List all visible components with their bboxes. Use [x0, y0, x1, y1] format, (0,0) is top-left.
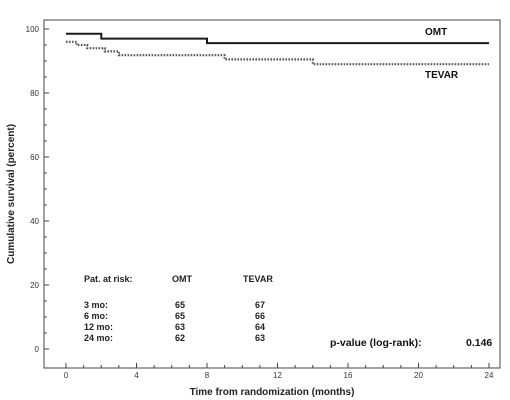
risk-row-label: 24 mo: — [84, 333, 113, 343]
risk-row-omt: 65 — [175, 311, 185, 321]
y-tick-label: 20 — [30, 281, 39, 290]
ticks: 0 20 40 60 80 100 0 4 8 12 16 20 24 — [26, 25, 494, 380]
risk-row-tevar: 63 — [255, 333, 265, 343]
y-axis-title: Cumulative survival (percent) — [6, 124, 17, 264]
x-tick-label: 8 — [205, 371, 210, 380]
risk-row-omt: 65 — [175, 300, 185, 310]
labels-group: Time from randomization (months) Cumulati… — [6, 27, 492, 398]
risk-header-label: Pat. at risk: — [84, 274, 133, 284]
x-tick-label: 12 — [273, 371, 282, 380]
x-tick-label: 20 — [414, 371, 423, 380]
series-label-omt: OMT — [425, 27, 447, 38]
risk-row-label: 6 mo: — [84, 311, 108, 321]
axes — [43, 19, 501, 369]
pvalue-value: 0.146 — [466, 337, 492, 349]
series-line-tevar — [66, 40, 489, 66]
x-tick-label: 4 — [134, 371, 139, 380]
series-group — [66, 32, 489, 66]
series-line-omt — [66, 32, 489, 45]
y-tick-label: 60 — [30, 153, 39, 162]
x-tick-label: 0 — [64, 371, 69, 380]
risk-header-tevar: TEVAR — [243, 274, 273, 284]
plot-frame — [43, 19, 501, 369]
y-tick-label: 80 — [30, 89, 39, 98]
risk-header-omt: OMT — [172, 274, 192, 284]
y-tick-label: 0 — [35, 345, 40, 354]
x-tick-label: 24 — [485, 371, 494, 380]
series-label-tevar: TEVAR — [425, 70, 459, 81]
risk-row-tevar: 66 — [255, 311, 265, 321]
x-tick-label: 16 — [344, 371, 353, 380]
risk-row-omt: 62 — [175, 333, 185, 343]
risk-row-omt: 63 — [175, 322, 185, 332]
y-tick-label: 100 — [26, 25, 40, 34]
risk-row-tevar: 67 — [255, 300, 265, 310]
risk-row-label: 3 mo: — [84, 300, 108, 310]
risk-row-label: 12 mo: — [84, 322, 113, 332]
x-axis-title: Time from randomization (months) — [190, 387, 355, 398]
pvalue-label: p-value (log-rank): — [330, 337, 422, 349]
y-tick-label: 40 — [30, 217, 39, 226]
risk-row-tevar: 64 — [255, 322, 265, 332]
